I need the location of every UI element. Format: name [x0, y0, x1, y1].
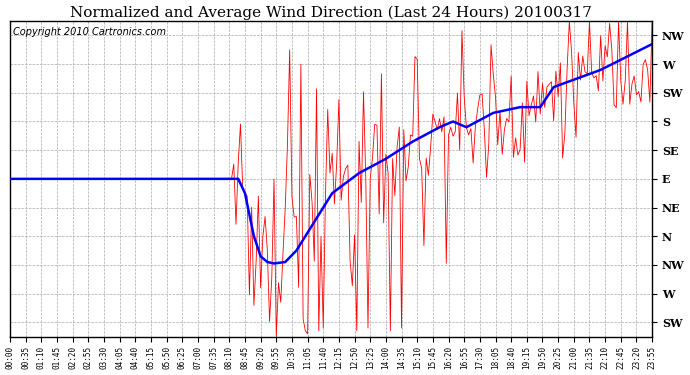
Title: Normalized and Average Wind Direction (Last 24 Hours) 20100317: Normalized and Average Wind Direction (L…	[70, 6, 592, 20]
Text: Copyright 2010 Cartronics.com: Copyright 2010 Cartronics.com	[13, 27, 166, 38]
